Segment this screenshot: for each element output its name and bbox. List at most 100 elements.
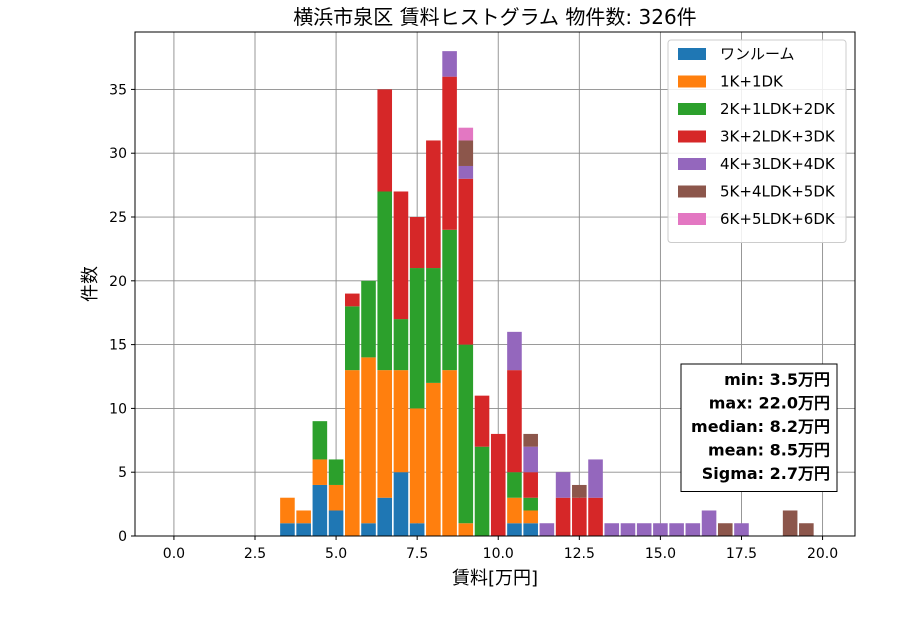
legend-swatch (678, 103, 706, 115)
legend: ワンルーム 1K+1DK 2K+1LDK+2DK 3K+2LDK+3DK 4K+3LDK… (667, 39, 847, 243)
bar-segment (669, 523, 684, 536)
plot-frame (134, 31, 856, 537)
bar-segment (539, 523, 555, 536)
bar-segment (426, 382, 441, 536)
x-tick-label: 12.5 (564, 546, 595, 562)
bar-segment (507, 370, 522, 473)
y-tick-label: 10 (109, 401, 127, 417)
x-tick-label: 5.0 (325, 546, 347, 562)
bar-segment (458, 178, 474, 345)
bar-segment (604, 523, 620, 536)
bar-segment (377, 497, 393, 536)
bar-segment (345, 293, 360, 307)
stats-box: min: 3.5万円 max: 22.0万円 median: 8.2万円 mean: … (680, 363, 838, 492)
bar-segment (442, 229, 457, 371)
stats-line: Sigma: 2.7万円 (702, 464, 830, 483)
legend-swatch (678, 75, 706, 88)
x-tick-label: 7.5 (406, 546, 428, 562)
legend-swatch (678, 185, 706, 198)
bar-segment (377, 370, 393, 498)
stats-frame (680, 363, 838, 492)
bar-segment (296, 510, 311, 524)
y-tick-label: 25 (109, 210, 127, 226)
y-tick-label: 15 (109, 338, 127, 354)
bar-segment (523, 523, 538, 536)
bar-segment (458, 140, 474, 166)
bar-segment (572, 497, 587, 536)
stats-line: min: 3.5万円 (724, 370, 830, 389)
bar-segment (442, 76, 457, 230)
legend-swatch (678, 130, 706, 143)
y-tick-label: 5 (118, 465, 127, 481)
bar-segment (555, 472, 571, 498)
bar-segment (377, 89, 393, 192)
bar-segment (345, 306, 360, 371)
legend-frame (667, 39, 847, 243)
legend-label: 4K+3LDK+4DK (720, 155, 836, 173)
stats-line: median: 8.2万円 (691, 417, 830, 436)
bar-segment (458, 165, 474, 179)
bar-segment (588, 459, 603, 498)
bar-segment (426, 140, 441, 269)
bar-segment (328, 484, 344, 511)
legend-label: ワンルーム (720, 45, 795, 63)
bar-segment (426, 268, 441, 383)
bar-segment (393, 319, 409, 371)
bar-segment (701, 510, 717, 536)
bar-segment (555, 497, 571, 536)
bar-segment (474, 446, 490, 536)
bar-segment (507, 331, 522, 371)
x-axis-label: 賃料[万円] (452, 568, 538, 589)
bar-segment (393, 472, 409, 536)
y-tick-label: 35 (109, 82, 127, 98)
bar-segment (507, 472, 522, 498)
bar-segment (458, 127, 474, 141)
chart-title: 横浜市泉区 賃料ヒストグラム 物件数: 326件 (293, 5, 696, 29)
bar-segment (507, 497, 522, 524)
bar-segment (523, 497, 538, 511)
x-tick-label: 10.0 (483, 546, 514, 562)
bar-segment (312, 459, 328, 485)
bar-segment (572, 484, 587, 498)
bar-segment (361, 357, 376, 524)
bar-segment (296, 523, 311, 536)
bar-segment (361, 280, 376, 358)
x-axis-ticks: 0.0 2.5 5.0 7.5 10.0 12.5 15.0 17.5 20.0 (163, 536, 838, 562)
bar-segment (280, 497, 295, 524)
bar-segment (361, 523, 376, 536)
bar-segment (409, 217, 425, 269)
bars (280, 51, 814, 536)
x-tick-label: 20.0 (807, 546, 838, 562)
bar-segment (653, 523, 668, 536)
y-tick-label: 30 (109, 146, 127, 162)
bar-segment (345, 370, 360, 536)
bar-segment (280, 523, 295, 536)
bar-segment (312, 484, 328, 536)
bar-segment (490, 433, 506, 536)
bar-segment (636, 523, 652, 536)
bar-segment (328, 510, 344, 536)
y-axis-ticks: 0 5 10 15 20 25 30 35 (109, 82, 135, 545)
bar-segment (328, 459, 344, 485)
bar-segment (409, 268, 425, 409)
bar-segment (588, 497, 603, 536)
legend-label: 3K+2LDK+3DK (720, 128, 836, 146)
bar-segment (685, 523, 701, 536)
bar-segment (717, 523, 733, 536)
bar-segment (523, 433, 538, 447)
bar-segment (458, 523, 474, 536)
legend-label: 6K+5LDK+6DK (720, 210, 836, 228)
legend-swatch (678, 48, 706, 60)
legend-swatch (678, 158, 706, 170)
legend-label: 1K+1DK (720, 73, 784, 91)
bar-segment (734, 523, 749, 536)
bar-segment (442, 51, 457, 77)
bar-segment (409, 523, 425, 536)
legend-swatch (678, 213, 706, 225)
bar-segment (458, 344, 474, 524)
x-tick-label: 0.0 (163, 546, 185, 562)
x-tick-label: 2.5 (244, 546, 266, 562)
y-tick-label: 20 (109, 274, 127, 290)
bar-segment (799, 523, 814, 536)
